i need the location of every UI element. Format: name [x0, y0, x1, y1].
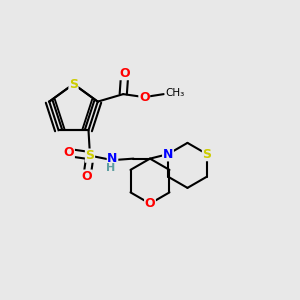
Text: S: S	[69, 77, 78, 91]
Text: O: O	[139, 91, 150, 103]
Text: N: N	[163, 148, 173, 160]
Text: O: O	[145, 197, 155, 210]
Text: O: O	[64, 146, 74, 159]
Text: S: S	[85, 149, 94, 162]
Text: N: N	[163, 148, 173, 160]
Text: S: S	[202, 148, 211, 160]
Text: CH₃: CH₃	[165, 88, 184, 98]
Text: O: O	[82, 170, 92, 183]
Text: N: N	[107, 152, 118, 165]
Text: O: O	[119, 67, 130, 80]
Text: H: H	[106, 163, 116, 172]
